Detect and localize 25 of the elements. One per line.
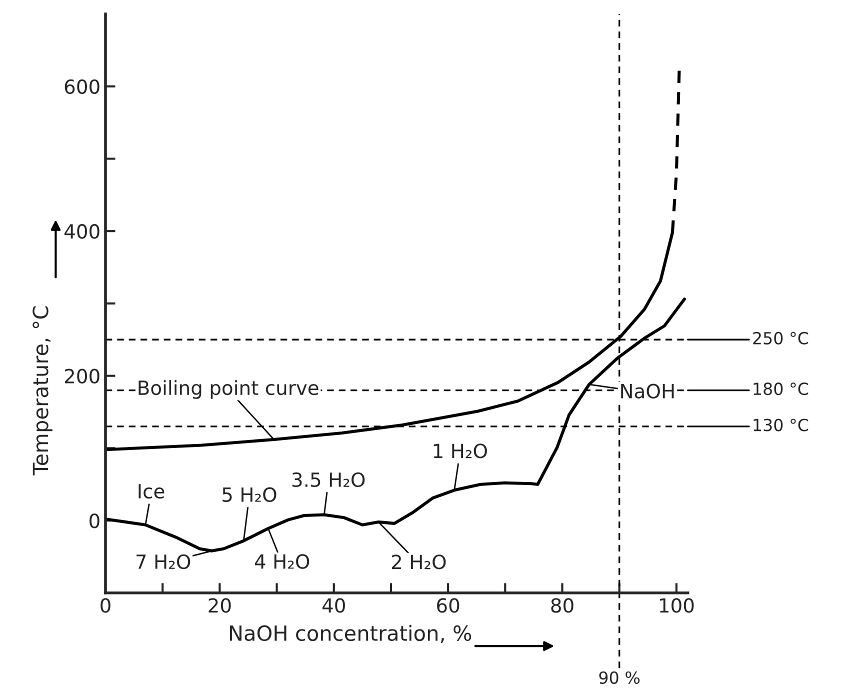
annotation: 4 H₂O <box>254 554 310 569</box>
ref-line-label: 180 °C <box>754 382 808 396</box>
ref-line-label: 90 % <box>599 671 640 684</box>
x-tick-label: 20 <box>208 598 231 613</box>
y-tick-label: 0 <box>90 513 100 528</box>
x-tick-label: 60 <box>437 598 460 613</box>
annotation: 1 H₂O <box>434 444 487 458</box>
y-tick-label: 400 <box>64 224 100 239</box>
y-tick-label: 200 <box>64 368 100 384</box>
y-tick-label: 600 <box>64 79 100 94</box>
annotation: 5 H₂O <box>222 487 276 502</box>
x-tick-label: 80 <box>551 598 574 613</box>
annotation: 7 H₂O <box>136 554 190 570</box>
x-tick-label: 40 <box>322 598 345 613</box>
annotation: Ice <box>138 484 164 499</box>
annotation: NaOH <box>621 384 674 398</box>
ref-line-label: 250 °C <box>753 332 808 344</box>
ref-line-label: 130 °C <box>754 418 808 432</box>
x-axis-title: NaOH concentration, % <box>230 624 472 644</box>
annotation: 2 H₂O <box>392 554 446 570</box>
x-tick-label: 100 <box>660 598 694 613</box>
x-tick-label: 0 <box>100 598 110 613</box>
annotation: 3.5 H₂O <box>292 472 365 488</box>
y-axis-title: Temperature, °C <box>32 306 52 476</box>
annotation: Boiling point curve <box>138 380 318 399</box>
